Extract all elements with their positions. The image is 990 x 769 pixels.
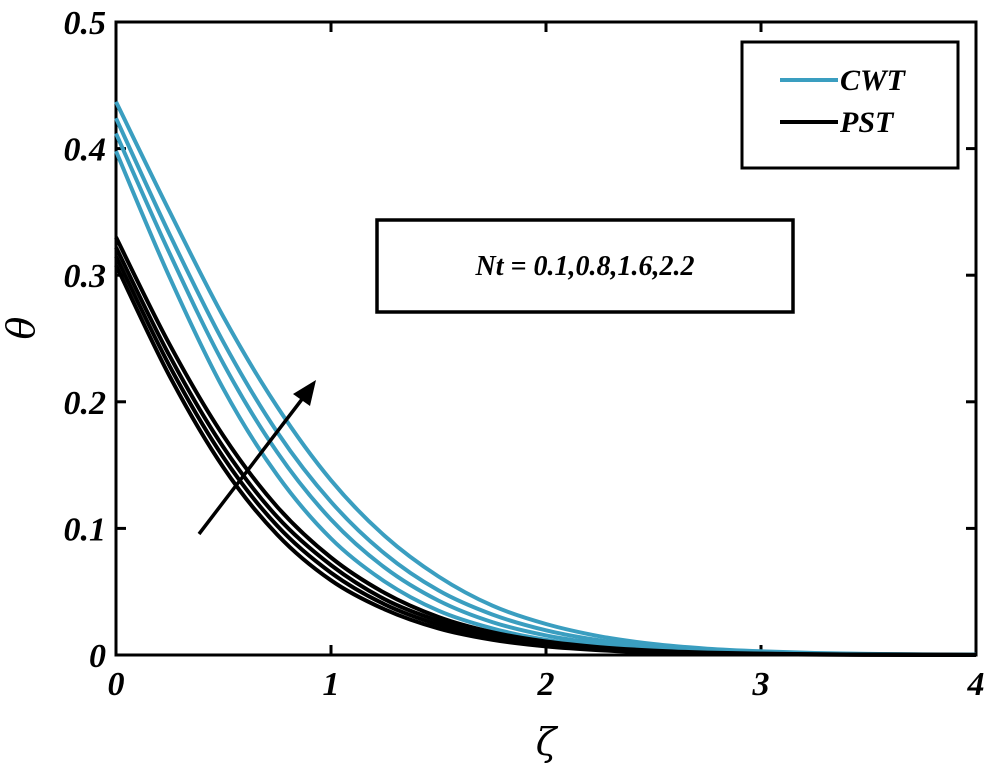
x-axis-title: ζ [536, 720, 559, 764]
y-tick-label: 0.1 [64, 511, 107, 548]
trend-arrow-shaft [197, 392, 308, 536]
series-line-pst-4 [114, 264, 977, 657]
annotation-text: Nt = 0.1,0.8,1.6,2.2 [475, 251, 695, 282]
x-tick-label: 3 [752, 666, 770, 703]
series-line-pst-7 [114, 236, 977, 657]
legend-box [740, 40, 960, 170]
series-line-cwt-2 [114, 117, 977, 657]
series-line-cwt-1 [114, 132, 977, 657]
x-tick-label: 4 [967, 666, 985, 703]
x-tick-label: 2 [537, 666, 555, 703]
y-tick-label: 0.5 [64, 5, 107, 42]
y-tick-label: 0.3 [64, 258, 107, 295]
legend: CWT PST [740, 40, 960, 170]
y-tick-label: 0.4 [64, 132, 107, 169]
legend-label-pst: PST [839, 106, 895, 139]
legend-label-cwt: CWT [840, 64, 907, 97]
trend-arrow [197, 380, 316, 536]
y-tick-label: 0 [89, 638, 106, 675]
x-tick-label: 1 [323, 666, 340, 703]
y-tick-label: 0.2 [64, 385, 107, 422]
annotation-box [375, 218, 795, 314]
series-layer [114, 100, 977, 657]
x-tick-label: 0 [108, 666, 125, 703]
y-axis-title: θ [0, 316, 43, 339]
series-line-pst-5 [114, 255, 977, 657]
trend-arrow-head [293, 380, 316, 406]
annotation: Nt = 0.1,0.8,1.6,2.2 [375, 218, 795, 314]
